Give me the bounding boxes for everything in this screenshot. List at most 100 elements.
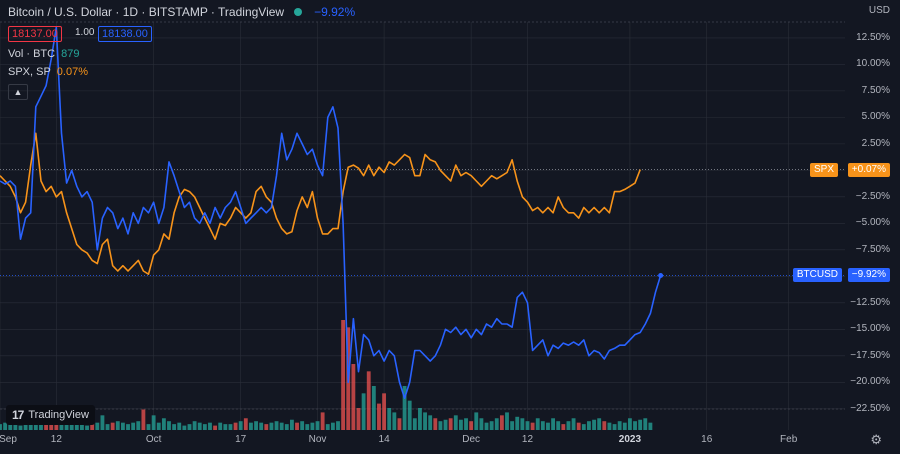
volume-bar [505, 412, 509, 430]
volume-legend[interactable]: Vol · BTC 879 [8, 48, 79, 60]
x-tick-label: 2023 [618, 434, 642, 445]
volume-bar [592, 419, 596, 430]
volume-bar [264, 424, 269, 430]
volume-bar [428, 415, 433, 430]
volume-bar [279, 422, 284, 430]
spx-scale-value-label: +0.07% [847, 162, 890, 177]
volume-bar [494, 418, 499, 430]
volume-bar [546, 422, 550, 430]
volume-bar [341, 320, 346, 430]
volume-bar [474, 412, 479, 430]
x-tick-label: 17 [235, 434, 247, 445]
x-tick-label: Dec [462, 434, 481, 445]
btc-scale-name-label: BTCUSD [792, 268, 842, 283]
volume-bar [484, 422, 489, 430]
y-tick-label: −7.50% [855, 243, 890, 255]
volume-bar [576, 422, 581, 430]
volume-bar [23, 424, 28, 430]
volume-bar [100, 415, 105, 430]
volume-bar [515, 416, 520, 430]
volume-bar [120, 422, 125, 430]
price-scale-unit[interactable]: USD [868, 5, 890, 16]
volume-bar [64, 422, 69, 430]
volume-bar [90, 421, 95, 430]
volume-bar [479, 418, 484, 430]
gear-icon[interactable]: ⚙ [870, 432, 882, 447]
volume-bar [366, 371, 371, 430]
volume-bar [540, 421, 545, 430]
volume-bar [561, 424, 566, 430]
symbol-title[interactable]: Bitcoin / U.S. Dollar · 1D · BITSTAMP · … [8, 5, 285, 19]
y-tick-label: −15.00% [850, 323, 890, 335]
y-tick-label: −12.50% [850, 296, 890, 308]
volume-bar [633, 421, 637, 430]
sell-price-button[interactable]: 18137.00 [8, 26, 62, 42]
volume-bar [233, 422, 238, 430]
spx-scale-name-label: SPX [809, 162, 838, 177]
volume-bar [192, 421, 197, 430]
volume-legend-label: Vol · BTC [8, 48, 56, 60]
volume-bar [13, 422, 18, 430]
chevron-up-icon[interactable]: ▲ [8, 84, 28, 100]
volume-bar [95, 422, 100, 430]
volume-bar [151, 415, 156, 430]
volume-bar [443, 419, 448, 430]
volume-bar [156, 422, 161, 430]
y-tick-label: 7.50% [861, 84, 890, 96]
volume-bar [59, 421, 64, 430]
volume-bar [197, 422, 202, 430]
volume-bar [382, 393, 387, 430]
btc-last-point [658, 272, 664, 278]
volume-bar [320, 412, 325, 430]
buy-price-button[interactable]: 18138.00 [98, 26, 152, 42]
brand-name: TradingView [28, 409, 89, 421]
volume-bar [228, 424, 233, 430]
tradingview-logo[interactable]: 17 TradingView [6, 405, 95, 425]
volume-bar [336, 421, 340, 430]
volume-bar [33, 421, 38, 430]
volume-bar [172, 424, 177, 430]
volume-bar [371, 386, 376, 430]
y-tick-label: −20.00% [850, 376, 890, 388]
change-value: −9.92% [314, 5, 356, 19]
market-status-icon [294, 8, 303, 16]
volume-bar [448, 418, 453, 430]
x-tick-label: 16 [701, 434, 713, 445]
volume-bar [218, 422, 223, 430]
volume-bar [535, 418, 540, 430]
volume-bar [602, 421, 607, 430]
volume-bar [131, 422, 136, 430]
volume-bar [607, 422, 612, 430]
volume-bar [458, 419, 463, 430]
volume-bar [202, 424, 207, 430]
volume-bar [300, 421, 305, 430]
chart-header: Bitcoin / U.S. Dollar · 1D · BITSTAMP · … [0, 0, 355, 24]
volume-bar [315, 421, 320, 430]
volume-bar [187, 424, 192, 430]
volume-bar [325, 424, 330, 430]
y-tick-label: −17.50% [850, 349, 890, 361]
volume-bar [453, 415, 458, 430]
volume-bar [259, 422, 264, 430]
volume-bar [208, 422, 212, 430]
spx-legend[interactable]: SPX, SP 0.07% [8, 66, 88, 78]
volume-bar [69, 424, 74, 430]
volume-bar [0, 424, 2, 430]
tv-logo-icon: 17 [12, 408, 24, 422]
volume-bar [39, 422, 43, 430]
volume-bar [638, 419, 643, 430]
btc-scale-value-label: −9.92% [847, 268, 890, 283]
volume-bar [3, 422, 8, 430]
volume-bar [469, 421, 474, 430]
volume-bar [551, 418, 556, 430]
volume-bar [238, 421, 243, 430]
volume-bar [617, 421, 622, 430]
volume-bar [167, 421, 171, 430]
volume-bar [407, 400, 412, 430]
volume-bar [18, 425, 23, 430]
spread-value: 1.00 [75, 27, 95, 38]
volume-bar [556, 421, 561, 430]
volume-bar [254, 421, 258, 430]
